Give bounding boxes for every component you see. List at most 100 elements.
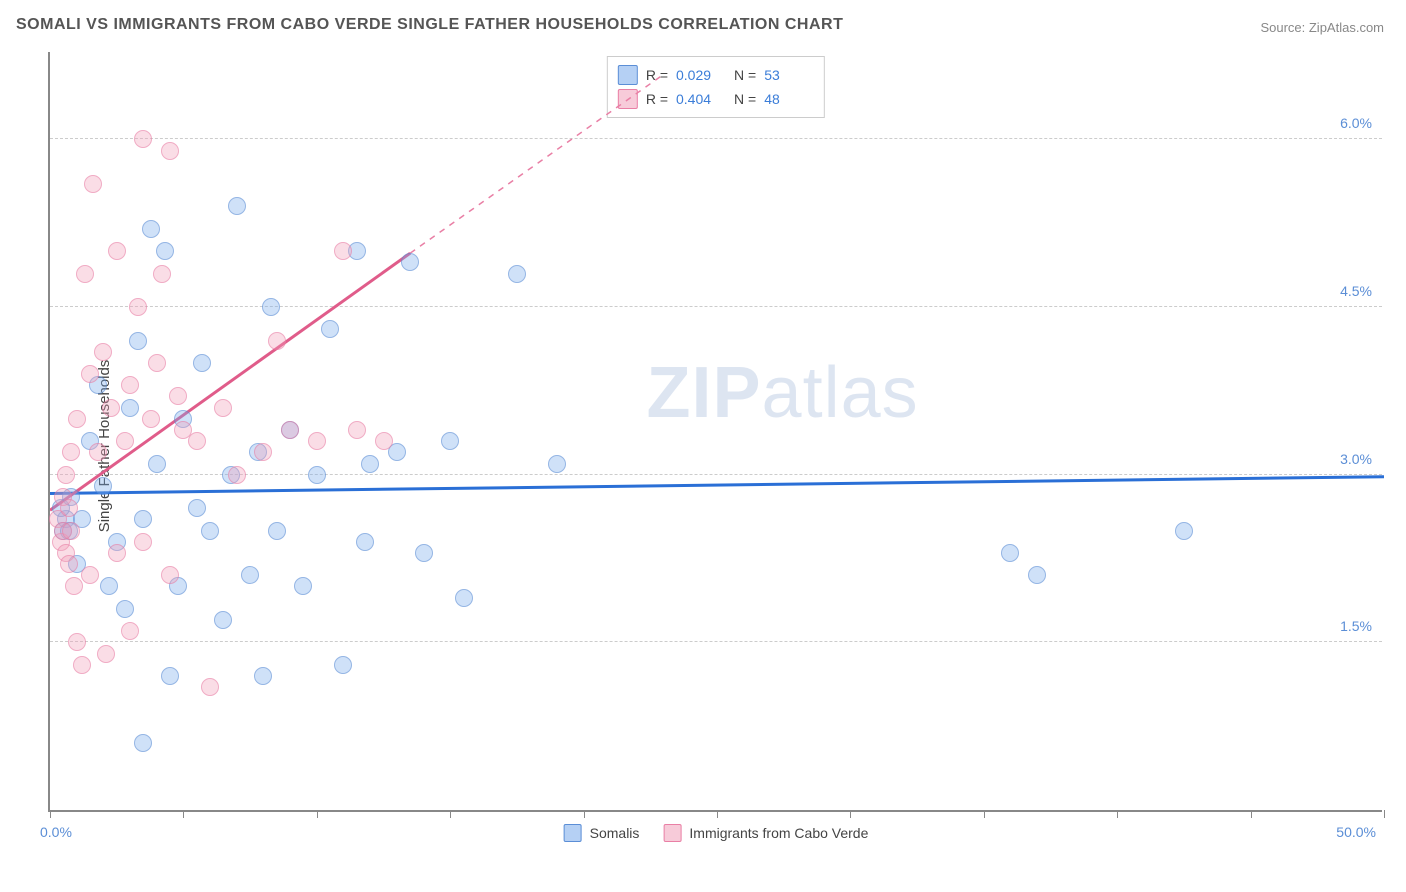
data-point [60,555,78,573]
data-point [294,577,312,595]
legend-item: Somalis [564,824,640,842]
data-point [142,220,160,238]
x-tick [450,810,451,818]
data-point [188,432,206,450]
watermark: ZIPatlas [647,352,919,434]
data-point [81,566,99,584]
gridline [50,306,1382,307]
data-point [102,399,120,417]
data-point [1028,566,1046,584]
data-point [268,332,286,350]
data-point [134,533,152,551]
data-point [60,499,78,517]
data-point [81,365,99,383]
legend-label: Somalis [590,825,640,841]
data-point [116,432,134,450]
data-point [84,175,102,193]
data-point [254,667,272,685]
data-point [334,656,352,674]
data-point [193,354,211,372]
data-point [97,645,115,663]
data-point [201,678,219,696]
data-point [356,533,374,551]
r-value: 0.404 [676,91,726,107]
r-label: R = [646,91,668,107]
y-tick-label: 3.0% [1340,451,1372,467]
data-point [441,432,459,450]
data-point [68,633,86,651]
n-label: N = [734,67,756,83]
data-point [142,410,160,428]
n-value: 48 [764,91,814,107]
data-point [361,455,379,473]
data-point [334,242,352,260]
x-axis-max-label: 50.0% [1336,824,1376,840]
data-point [134,510,152,528]
data-point [415,544,433,562]
data-point [94,477,112,495]
data-point [62,443,80,461]
n-label: N = [734,91,756,107]
legend-item: Immigrants from Cabo Verde [663,824,868,842]
x-tick [1251,810,1252,818]
n-value: 53 [764,67,814,83]
data-point [134,130,152,148]
y-tick-label: 1.5% [1340,618,1372,634]
data-point [241,566,259,584]
data-point [548,455,566,473]
x-tick [183,810,184,818]
legend-swatch [564,824,582,842]
x-tick [850,810,851,818]
data-point [188,499,206,517]
r-value: 0.029 [676,67,726,83]
data-point [254,443,272,461]
data-point [201,522,219,540]
correlation-legend: R = 0.029 N = 53 R = 0.404 N = 48 [607,56,825,118]
data-point [121,622,139,640]
scatter-plot: ZIPatlas R =0.029N =53R =0.404N =48 0.0%… [48,52,1382,812]
x-tick [50,810,51,818]
data-point [129,298,147,316]
data-point [156,242,174,260]
data-point [262,298,280,316]
gridline [50,138,1382,139]
data-point [161,667,179,685]
legend-swatch [663,824,681,842]
data-point [116,600,134,618]
x-axis-min-label: 0.0% [40,824,72,840]
x-tick [984,810,985,818]
y-tick-label: 4.5% [1340,283,1372,299]
trendlines [50,52,1384,812]
data-point [121,399,139,417]
data-point [161,142,179,160]
data-point [455,589,473,607]
legend-row: R = 0.404 N = 48 [618,87,814,111]
gridline [50,641,1382,642]
legend-swatch [618,65,638,85]
data-point [89,443,107,461]
data-point [228,197,246,215]
data-point [375,432,393,450]
data-point [228,466,246,484]
data-point [134,734,152,752]
data-point [169,387,187,405]
data-point [100,577,118,595]
x-tick [317,810,318,818]
data-point [57,466,75,484]
data-point [94,343,112,361]
data-point [65,577,83,595]
data-point [268,522,286,540]
data-point [121,376,139,394]
data-point [508,265,526,283]
x-tick [1384,810,1385,818]
data-point [148,354,166,372]
data-point [321,320,339,338]
legend-label: Immigrants from Cabo Verde [689,825,868,841]
data-point [129,332,147,350]
data-point [62,522,80,540]
y-tick-label: 6.0% [1340,115,1372,131]
data-point [281,421,299,439]
data-point [214,611,232,629]
x-tick [584,810,585,818]
r-label: R = [646,67,668,83]
